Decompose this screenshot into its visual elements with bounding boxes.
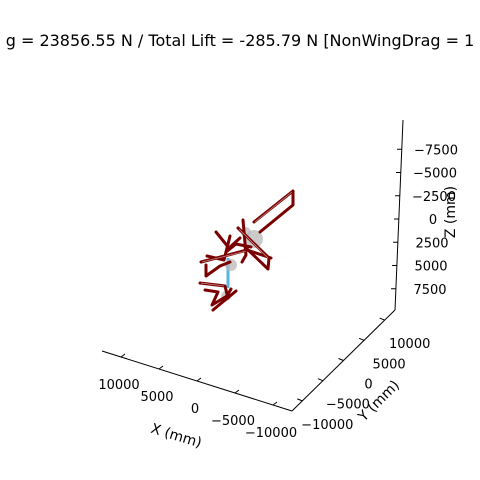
- z-tick-label: 7500: [413, 283, 446, 298]
- x-tick-mark: [234, 389, 240, 394]
- z-tick-label: −5000: [413, 167, 457, 182]
- x-tick-label: 0: [191, 402, 199, 417]
- member-highlight: [200, 282, 225, 287]
- y-tick-label: 5000: [373, 357, 406, 372]
- x-tick-label: 5000: [140, 390, 173, 405]
- z-tick-label: 0: [429, 213, 437, 228]
- y-tick-label: −10000: [301, 418, 353, 433]
- y-tick-label: −5000: [326, 398, 370, 413]
- structure-member: [240, 218, 248, 264]
- z-tick-label: 5000: [414, 260, 447, 275]
- node-marker: [225, 259, 237, 271]
- structure-member: [205, 234, 232, 262]
- x-tick-mark: [196, 377, 202, 382]
- member-highlight: [238, 228, 269, 259]
- structure-member: [204, 260, 232, 278]
- x-tick-mark: [120, 353, 126, 358]
- member-highlight: [254, 191, 293, 223]
- structure-member: [252, 189, 295, 234]
- x-tick-mark: [158, 365, 164, 370]
- z-axis-line: [394, 119, 404, 311]
- z-tick-label: 2500: [415, 236, 448, 251]
- member-highlight: [201, 250, 247, 263]
- structure-member: [211, 289, 238, 312]
- z-axis-label: Z (mm): [443, 186, 459, 238]
- y-tick-mark: [317, 378, 324, 382]
- z-tick-label: −2500: [412, 190, 456, 205]
- y-tick-label: 0: [364, 378, 372, 393]
- z-tick-label: −7500: [414, 143, 458, 158]
- y-tick-mark: [338, 358, 344, 361]
- z-axis-ticks: −7500 −5000 −2500 0 2500 5000 7500: [391, 143, 458, 298]
- axes-3d: [101, 119, 404, 412]
- x-tick-label: −10000: [245, 426, 297, 441]
- x-tick-label: −5000: [211, 414, 255, 429]
- y-tick-mark: [297, 398, 303, 402]
- x-axis-label: X (mm): [149, 421, 204, 452]
- y-tick-label: 10000: [389, 337, 430, 352]
- x-tick-mark: [272, 401, 278, 406]
- structure-member: [224, 242, 253, 254]
- y-tick-mark: [379, 317, 385, 321]
- member-group: [198, 189, 295, 312]
- chart-title: g = 23856.55 N / Total Lift = -285.79 N …: [6, 31, 475, 50]
- x-tick-label: 10000: [98, 378, 139, 393]
- y-tick-mark: [358, 337, 365, 341]
- structure-member: [203, 287, 233, 307]
- structure-wireframe: [198, 189, 295, 312]
